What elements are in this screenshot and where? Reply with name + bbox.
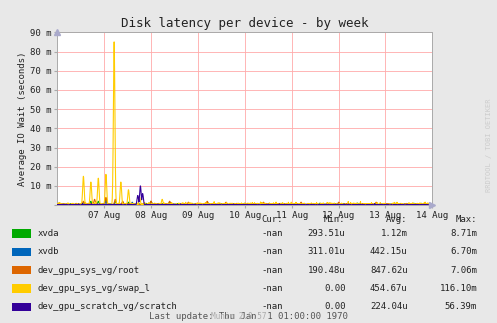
Text: Avg:: Avg: (386, 215, 408, 224)
Text: 224.04u: 224.04u (370, 302, 408, 311)
Text: 847.62u: 847.62u (370, 266, 408, 275)
Text: 7.06m: 7.06m (450, 266, 477, 275)
Text: dev_gpu_scratch_vg/scratch: dev_gpu_scratch_vg/scratch (37, 302, 177, 311)
Text: dev_gpu_sys_vg/root: dev_gpu_sys_vg/root (37, 266, 139, 275)
Bar (12, 285, 31, 293)
Text: RRDTOOL / TOBI OETIKER: RRDTOOL / TOBI OETIKER (486, 99, 492, 192)
Y-axis label: Average IO Wait (seconds): Average IO Wait (seconds) (18, 51, 27, 186)
Text: 311.01u: 311.01u (308, 247, 345, 256)
Text: -nan: -nan (262, 284, 283, 293)
Text: -nan: -nan (262, 247, 283, 256)
Text: Last update: Thu Jan  1 01:00:00 1970: Last update: Thu Jan 1 01:00:00 1970 (149, 312, 348, 321)
Text: xvda: xvda (37, 229, 59, 238)
Text: dev_gpu_sys_vg/swap_l: dev_gpu_sys_vg/swap_l (37, 284, 150, 293)
Title: Disk latency per device - by week: Disk latency per device - by week (121, 17, 368, 30)
Text: 6.70m: 6.70m (450, 247, 477, 256)
Bar (12, 303, 31, 311)
Text: xvdb: xvdb (37, 247, 59, 256)
Bar (12, 248, 31, 256)
Text: 116.10m: 116.10m (439, 284, 477, 293)
Text: 0.00: 0.00 (324, 284, 345, 293)
Text: 1.12m: 1.12m (381, 229, 408, 238)
Text: 293.51u: 293.51u (308, 229, 345, 238)
Text: Munin 2.0.57: Munin 2.0.57 (211, 312, 266, 321)
Text: 0.00: 0.00 (324, 302, 345, 311)
Text: 190.48u: 190.48u (308, 266, 345, 275)
Bar (12, 229, 31, 238)
Text: Max:: Max: (456, 215, 477, 224)
Text: -nan: -nan (262, 266, 283, 275)
Text: -nan: -nan (262, 229, 283, 238)
Text: 8.71m: 8.71m (450, 229, 477, 238)
Text: Cur:: Cur: (262, 215, 283, 224)
Bar (12, 266, 31, 274)
Text: 56.39m: 56.39m (445, 302, 477, 311)
Text: Min:: Min: (324, 215, 345, 224)
Text: 454.67u: 454.67u (370, 284, 408, 293)
Text: -nan: -nan (262, 302, 283, 311)
Text: 442.15u: 442.15u (370, 247, 408, 256)
